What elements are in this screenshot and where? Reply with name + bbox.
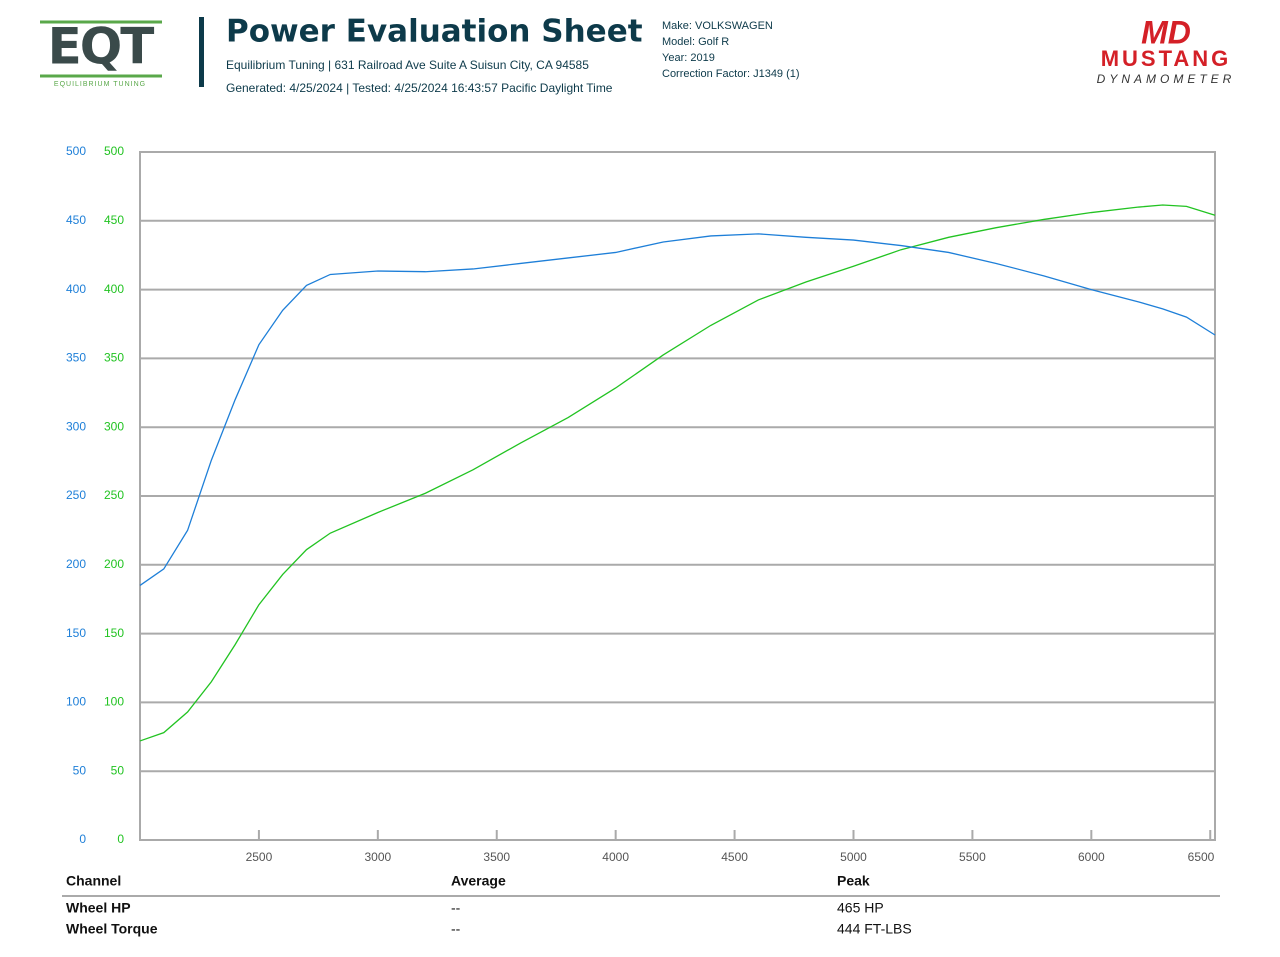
x-tick-label: 3000: [364, 850, 391, 864]
vehicle-info: Year: 2019: [662, 52, 715, 64]
y2-tick-label: 500: [104, 144, 124, 158]
y-tick-label: 450: [66, 213, 86, 227]
y2-tick-label: 0: [117, 832, 124, 846]
peak-cell: 465 HP: [837, 900, 884, 916]
table: Channel Average Peak Wheel HP -- 465 HP Wheel …: [62, 873, 1220, 937]
y-tick-label: 350: [66, 351, 86, 365]
x-tick-label: 2500: [246, 850, 273, 864]
y2-tick-label: 50: [111, 763, 125, 777]
y2-tick-label: 300: [104, 419, 124, 433]
y-tick-label: 500: [66, 144, 86, 158]
logo-text: MUSTANG: [1101, 46, 1232, 71]
x-tick-label: 4500: [721, 850, 748, 864]
address: Equilibrium Tuning | 631 Railroad Ave Su…: [226, 58, 589, 72]
logo-sub: EQUILIBRIUM TUNING: [54, 81, 146, 88]
chart: 0501001502002503003504004505000501001502…: [66, 144, 1216, 864]
x-tick-label: 5000: [840, 850, 867, 864]
logo-text: EQT: [48, 18, 155, 76]
x-tick-label: 6000: [1078, 850, 1105, 864]
table-header: Average: [451, 873, 506, 889]
series-line: [139, 204, 1216, 742]
table-header: Peak: [837, 873, 870, 889]
vehicle-info: Correction Factor: J1349 (1): [662, 68, 800, 80]
dates: Generated: 4/25/2024 | Tested: 4/25/2024…: [226, 81, 613, 95]
channel-name: Wheel Torque: [66, 921, 158, 937]
y-tick-label: 300: [66, 419, 86, 433]
vehicle-info: Model: Golf R: [662, 36, 729, 48]
y2-tick-label: 450: [104, 213, 124, 227]
y-tick-label: 150: [66, 626, 86, 640]
series-line: [139, 233, 1216, 586]
x-tick-label: 4000: [602, 850, 629, 864]
y2-tick-label: 250: [104, 488, 124, 502]
y-tick-label: 400: [66, 282, 86, 296]
average-cell: --: [451, 900, 461, 916]
logo-sub: DYNAMOMETER: [1097, 72, 1236, 86]
average-cell: --: [451, 921, 461, 937]
logo-left: EQT EQUILIBRIUM TUNING: [40, 18, 162, 88]
peak-cell: 444 FT-LBS: [837, 921, 912, 937]
y-tick-label: 250: [66, 488, 86, 502]
y2-tick-label: 350: [104, 351, 124, 365]
y2-tick-label: 150: [104, 626, 124, 640]
y2-tick-label: 100: [104, 695, 124, 709]
title: Power Evaluation Sheet: [226, 14, 643, 50]
channel-name: Wheel HP: [66, 900, 131, 916]
y-tick-label: 50: [73, 763, 87, 777]
vehicle-info: Make: VOLKSWAGEN: [662, 20, 773, 32]
y2-tick-label: 400: [104, 282, 124, 296]
y-tick-label: 0: [79, 832, 86, 846]
plot-frame: [139, 151, 1216, 841]
divider: [199, 17, 204, 87]
y-tick-label: 200: [66, 557, 86, 571]
y-tick-label: 100: [66, 695, 86, 709]
table-header: Channel: [66, 873, 121, 889]
x-tick-label: 6500: [1188, 850, 1215, 864]
logo-mark: MD: [1141, 14, 1191, 50]
logo-right: MD MUSTANG DYNAMOMETER: [1097, 14, 1236, 86]
y2-tick-label: 200: [104, 557, 124, 571]
x-tick-label: 5500: [959, 850, 986, 864]
x-tick-label: 3500: [483, 850, 510, 864]
